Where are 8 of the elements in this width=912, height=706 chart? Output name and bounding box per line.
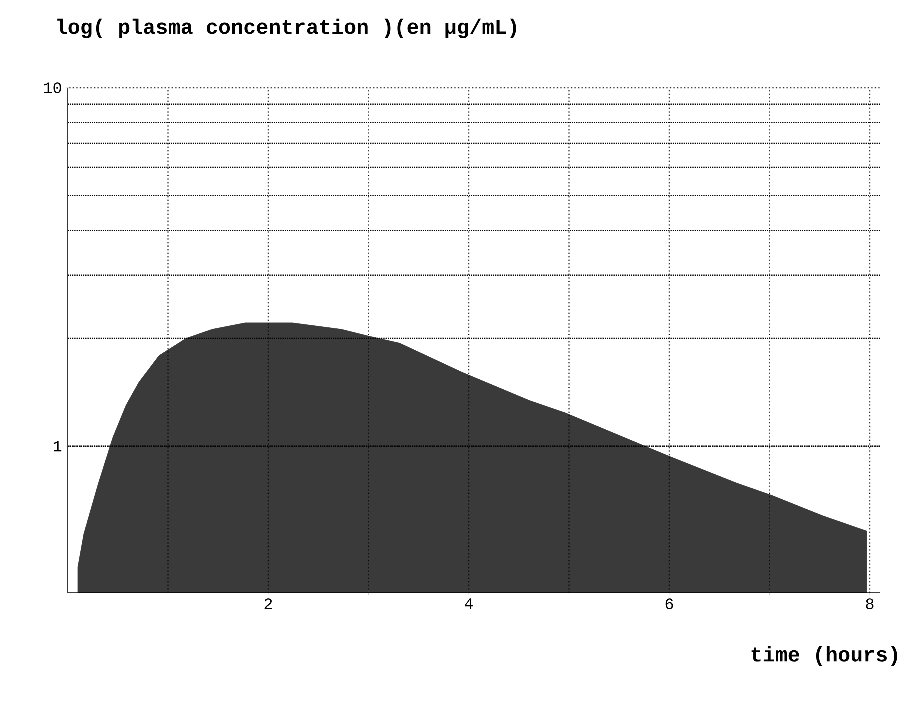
x-tick-label: 4	[465, 598, 473, 610]
x-axis-title: time (hours)	[752, 646, 898, 666]
x-tick-label: 2	[264, 598, 272, 610]
chart-title: log( plasma concentration )(en µg/mL)	[58, 18, 516, 38]
x-tick-label: 8	[866, 598, 874, 610]
y-tick-label: 1	[54, 441, 62, 452]
x-tick-label: 6	[666, 598, 674, 610]
y-tick-label: 10	[44, 82, 62, 94]
